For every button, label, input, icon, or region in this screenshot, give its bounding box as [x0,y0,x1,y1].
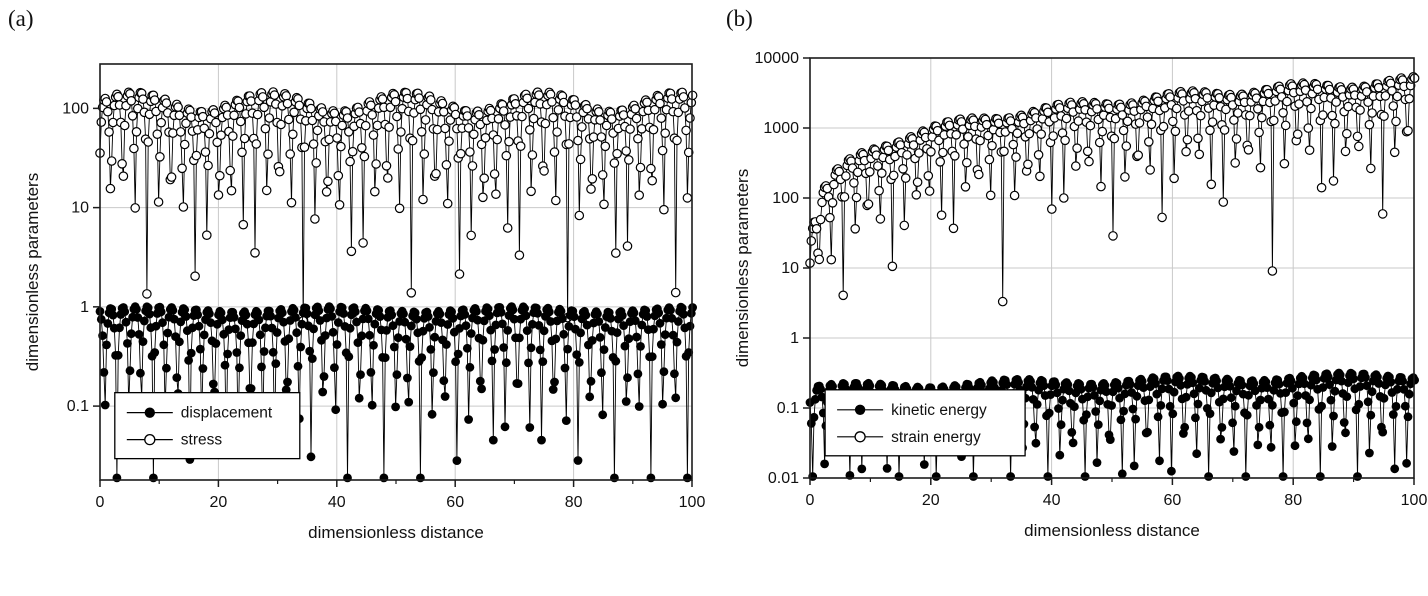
svg-text:dimensionless parameters: dimensionless parameters [23,173,42,371]
svg-text:displacement: displacement [181,405,273,422]
panel-a: (a) 0 20 40 60 80 100 0.1 1 10 100 dimensionless d… [0,0,710,596]
svg-text:1: 1 [80,299,89,316]
svg-text:dimensionless distance: dimensionless distance [1024,521,1200,540]
svg-text:1000: 1000 [763,120,799,137]
svg-text:100: 100 [1401,492,1428,509]
svg-text:stress: stress [181,432,223,449]
svg-text:0: 0 [806,492,815,509]
svg-text:0.01: 0.01 [768,470,799,487]
svg-text:dimensionless parameters: dimensionless parameters [733,169,752,367]
svg-text:0.1: 0.1 [777,400,799,417]
panel-a-label: (a) [8,6,34,31]
svg-text:strain energy: strain energy [891,429,981,446]
svg-text:80: 80 [565,494,583,511]
svg-text:10: 10 [71,200,89,217]
panel-b: (b) 0 20 40 60 80 100 0.01 0.1 1 10 100 1000 10000 di… [718,0,1428,596]
svg-text:dimensionless distance: dimensionless distance [308,523,484,542]
svg-text:80: 80 [1284,492,1302,509]
svg-text:60: 60 [1164,492,1182,509]
svg-text:20: 20 [210,494,228,511]
svg-text:10: 10 [781,260,799,277]
svg-text:1: 1 [790,330,799,347]
panel-b-label: (b) [726,6,753,31]
svg-text:kinetic energy: kinetic energy [891,402,987,419]
svg-text:0.1: 0.1 [67,398,89,415]
svg-text:40: 40 [1043,492,1061,509]
svg-text:0: 0 [96,494,105,511]
svg-text:60: 60 [446,494,464,511]
svg-text:100: 100 [62,100,89,117]
chart-b-canvas: 0 20 40 60 80 100 0.01 0.1 1 10 100 1000 10000 dimens… [733,50,1428,540]
svg-text:40: 40 [328,494,346,511]
chart-a-canvas: 0 20 40 60 80 100 0.1 1 10 100 dimensionless dista… [23,63,706,542]
svg-text:20: 20 [922,492,940,509]
svg-text:100: 100 [772,190,799,207]
svg-text:100: 100 [679,494,706,511]
svg-text:10000: 10000 [755,50,800,67]
